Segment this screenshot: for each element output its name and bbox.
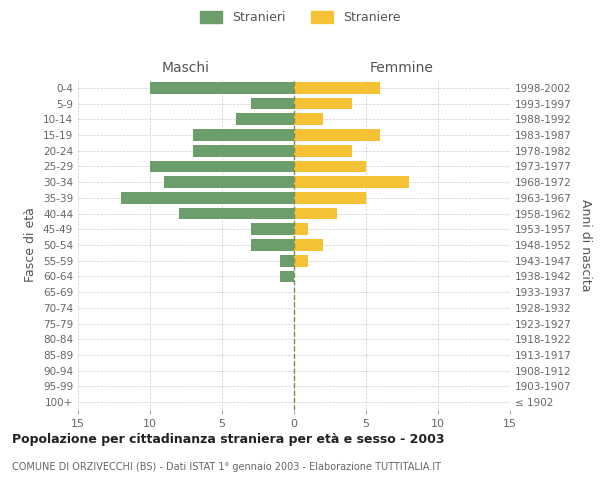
Bar <box>251 224 294 235</box>
Bar <box>236 114 294 125</box>
Bar <box>164 176 294 188</box>
Bar <box>294 160 366 172</box>
Bar <box>294 224 308 235</box>
Bar <box>280 255 294 266</box>
Bar <box>251 98 294 110</box>
Bar <box>280 270 294 282</box>
Text: Popolazione per cittadinanza straniera per età e sesso - 2003: Popolazione per cittadinanza straniera p… <box>12 432 445 446</box>
Bar <box>294 129 380 141</box>
Bar <box>294 176 409 188</box>
Bar <box>294 208 337 220</box>
Bar <box>251 239 294 251</box>
Bar <box>294 239 323 251</box>
Bar <box>294 255 308 266</box>
Y-axis label: Anni di nascita: Anni di nascita <box>578 198 592 291</box>
Bar <box>294 192 366 204</box>
Bar <box>294 98 352 110</box>
Text: Maschi: Maschi <box>162 62 210 76</box>
Y-axis label: Fasce di età: Fasce di età <box>25 208 37 282</box>
Text: COMUNE DI ORZIVECCHI (BS) - Dati ISTAT 1° gennaio 2003 - Elaborazione TUTTITALIA: COMUNE DI ORZIVECCHI (BS) - Dati ISTAT 1… <box>12 462 441 472</box>
Bar <box>294 145 352 156</box>
Bar <box>193 129 294 141</box>
Text: Femmine: Femmine <box>370 62 434 76</box>
Bar <box>121 192 294 204</box>
Bar <box>150 160 294 172</box>
Bar <box>294 114 323 125</box>
Legend: Stranieri, Straniere: Stranieri, Straniere <box>199 11 401 24</box>
Bar <box>294 82 380 94</box>
Bar <box>193 145 294 156</box>
Bar <box>179 208 294 220</box>
Bar <box>150 82 294 94</box>
